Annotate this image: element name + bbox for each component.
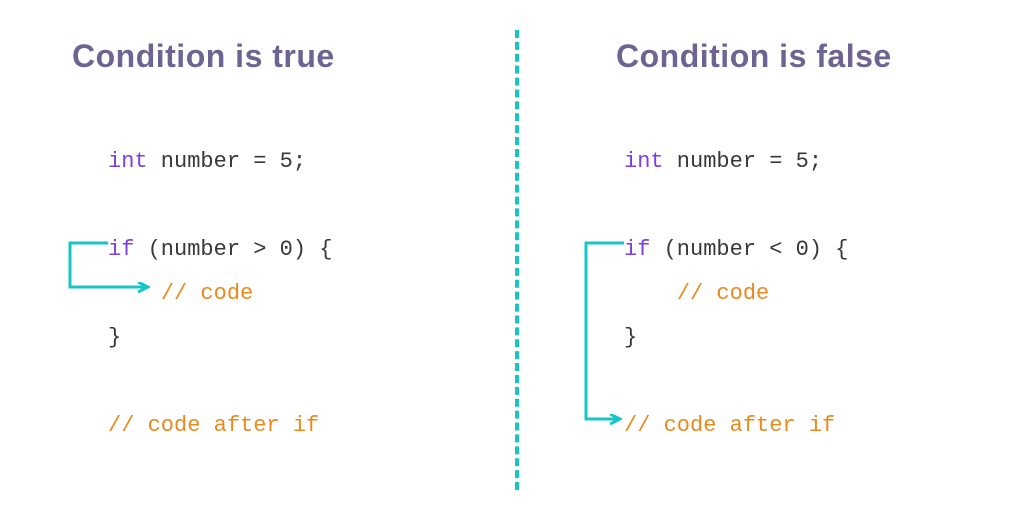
brace-close: }	[108, 325, 121, 350]
kw-int: int	[108, 149, 148, 174]
code-text: number = 5;	[148, 149, 306, 174]
code-text: (number > 0) {	[134, 237, 332, 262]
kw-if: if	[108, 237, 134, 262]
brace-close: }	[624, 325, 637, 350]
panel-condition-false: Condition is false int number = 5; if (n…	[516, 0, 1032, 516]
flow-path-false	[586, 243, 624, 419]
heading-condition-false: Condition is false	[616, 38, 892, 75]
code-block-true: int number = 5; if (number > 0) { // cod…	[108, 140, 332, 448]
comment-inside: // code	[161, 281, 253, 306]
heading-condition-true: Condition is true	[72, 38, 335, 75]
code-text: number = 5;	[664, 149, 822, 174]
kw-if: if	[624, 237, 650, 262]
comment-after: // code after if	[624, 413, 835, 438]
comment-after: // code after if	[108, 413, 319, 438]
kw-int: int	[624, 149, 664, 174]
code-text: (number < 0) {	[650, 237, 848, 262]
code-block-false: int number = 5; if (number < 0) { // cod…	[624, 140, 848, 448]
comment-inside: // code	[677, 281, 769, 306]
panel-condition-true: Condition is true int number = 5; if (nu…	[0, 0, 516, 516]
